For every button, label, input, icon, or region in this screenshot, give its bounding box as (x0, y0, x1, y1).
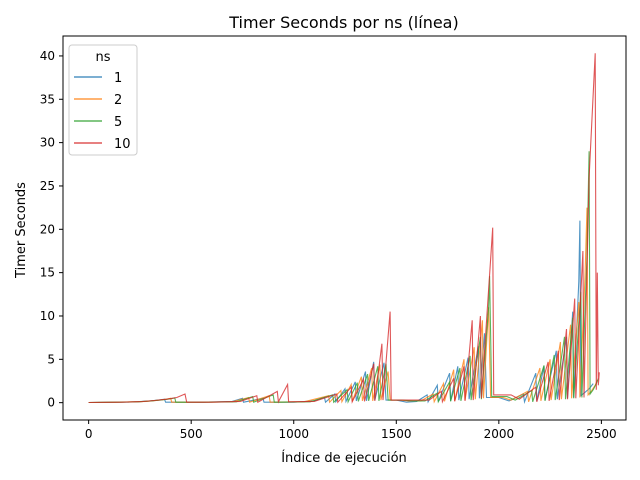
x-tick-label: 500 (180, 427, 203, 441)
legend-label-10: 10 (114, 137, 131, 152)
legend-label-5: 5 (114, 115, 122, 130)
legend-title: ns (95, 50, 110, 65)
legend-items: 1 2 5 10 (74, 71, 131, 152)
y-tick-label: 30 (40, 136, 55, 150)
x-axis-ticks: 0 500 1000 1500 2000 2500 (85, 420, 617, 441)
series-line-2 (88, 207, 598, 404)
legend: ns 1 2 5 10 (68, 44, 138, 156)
y-tick-label: 25 (40, 179, 55, 193)
series-line-10 (88, 53, 600, 404)
x-tick-label: 2000 (484, 427, 515, 441)
y-tick-label: 20 (40, 222, 55, 236)
legend-box (68, 44, 138, 156)
y-tick-label: 5 (47, 352, 55, 366)
series-layer (88, 53, 600, 404)
y-tick-label: 10 (40, 309, 55, 323)
axes-frame (62, 35, 627, 421)
x-axis-label: Índice de ejecución (281, 450, 407, 466)
y-axis-ticks: 0 5 10 15 20 25 30 35 40 (40, 49, 63, 410)
series-line-5 (88, 151, 599, 404)
y-tick-label: 40 (40, 49, 55, 63)
x-tick-label: 1500 (381, 427, 412, 441)
y-tick-label: 15 (40, 266, 55, 280)
y-tick-label: 35 (40, 92, 55, 106)
legend-label-1: 1 (114, 71, 122, 86)
y-axis-label: Timer Seconds (14, 182, 29, 279)
chart-title: Timer Seconds por ns (línea) (228, 13, 458, 32)
x-tick-label: 1000 (278, 427, 309, 441)
x-tick-label: 2500 (586, 427, 617, 441)
legend-label-2: 2 (114, 93, 122, 108)
plot-area (62, 35, 627, 421)
x-tick-label: 0 (85, 427, 93, 441)
y-tick-label: 0 (47, 396, 55, 410)
